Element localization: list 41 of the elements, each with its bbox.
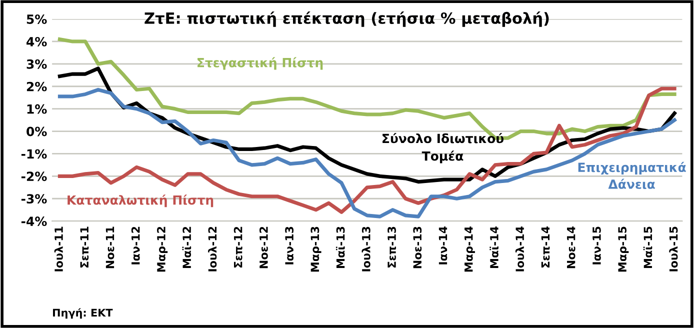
x-tick-label: Νοε-14 [567,226,576,268]
x-tick-label: Σεπ-13 [388,226,396,268]
y-tick-label: -2% [21,172,47,182]
x-tick-label: Ιαν-14 [438,226,448,264]
series-label: Σύνολο Ιδιωτικού Τομέα [382,132,504,164]
y-tick-label: -4% [21,216,47,226]
y-tick-label: -3% [21,194,47,204]
series-label: Επιχειρηματικά Δάνεια [578,162,686,189]
x-tick-label: Μαρ-12 [157,226,168,272]
x-tick-label: Μαρ-15 [618,226,629,272]
y-tick-label: 3% [26,59,47,69]
x-tick-label: Σεπ-11 [80,226,89,268]
x-tick-label: Μαϊ-15 [643,226,652,268]
series-label: Καταναλωτική Πίστη [68,194,214,208]
x-tick-label: Σεπ-12 [234,226,242,268]
x-tick-label: Μαϊ-13 [336,226,345,268]
x-tick-label: Ιαν-15 [592,226,601,264]
x-tick-label: Νοε-12 [259,226,268,268]
chart-title: ΖτΕ: πιστωτική επέκταση (ετήσια % μεταβολή) [144,11,549,27]
y-tick-label: 0% [26,126,47,136]
y-tick-label: -1% [21,149,47,159]
x-tick-label: Μαϊ-12 [182,226,192,268]
x-tick-label: Ιουλ-15 [669,226,678,272]
text: Πηγή: ΕΚΤ [53,308,113,319]
text: Στεγαστική Πίστη [198,57,323,70]
x-tick-label: Ιουλ-11 [54,226,63,272]
y-tick-label: 5% [26,14,47,24]
y-tick-label: 2% [26,82,47,92]
y-tick-label: 1% [27,104,47,114]
x-tick-label: Μαϊ-14 [490,226,498,268]
x-tick-label: Μαρ-14 [464,226,475,272]
x-tick-label: Σεπ-14 [541,226,550,268]
y-tick-label: 4% [26,36,47,46]
x-tick-label: Ιουλ-14 [515,226,524,272]
x-tick-label: Ιαν-12 [131,226,140,264]
x-tick-label: Ιαν-13 [285,226,294,264]
x-tick-label: Ιουλ-13 [362,226,370,272]
x-tick-label: Νοε-11 [106,226,114,268]
x-tick-label: Μαρ-13 [310,226,322,272]
x-tick-label: Νοε-13 [413,226,422,268]
x-tick-label: Ιουλ-12 [208,226,217,272]
